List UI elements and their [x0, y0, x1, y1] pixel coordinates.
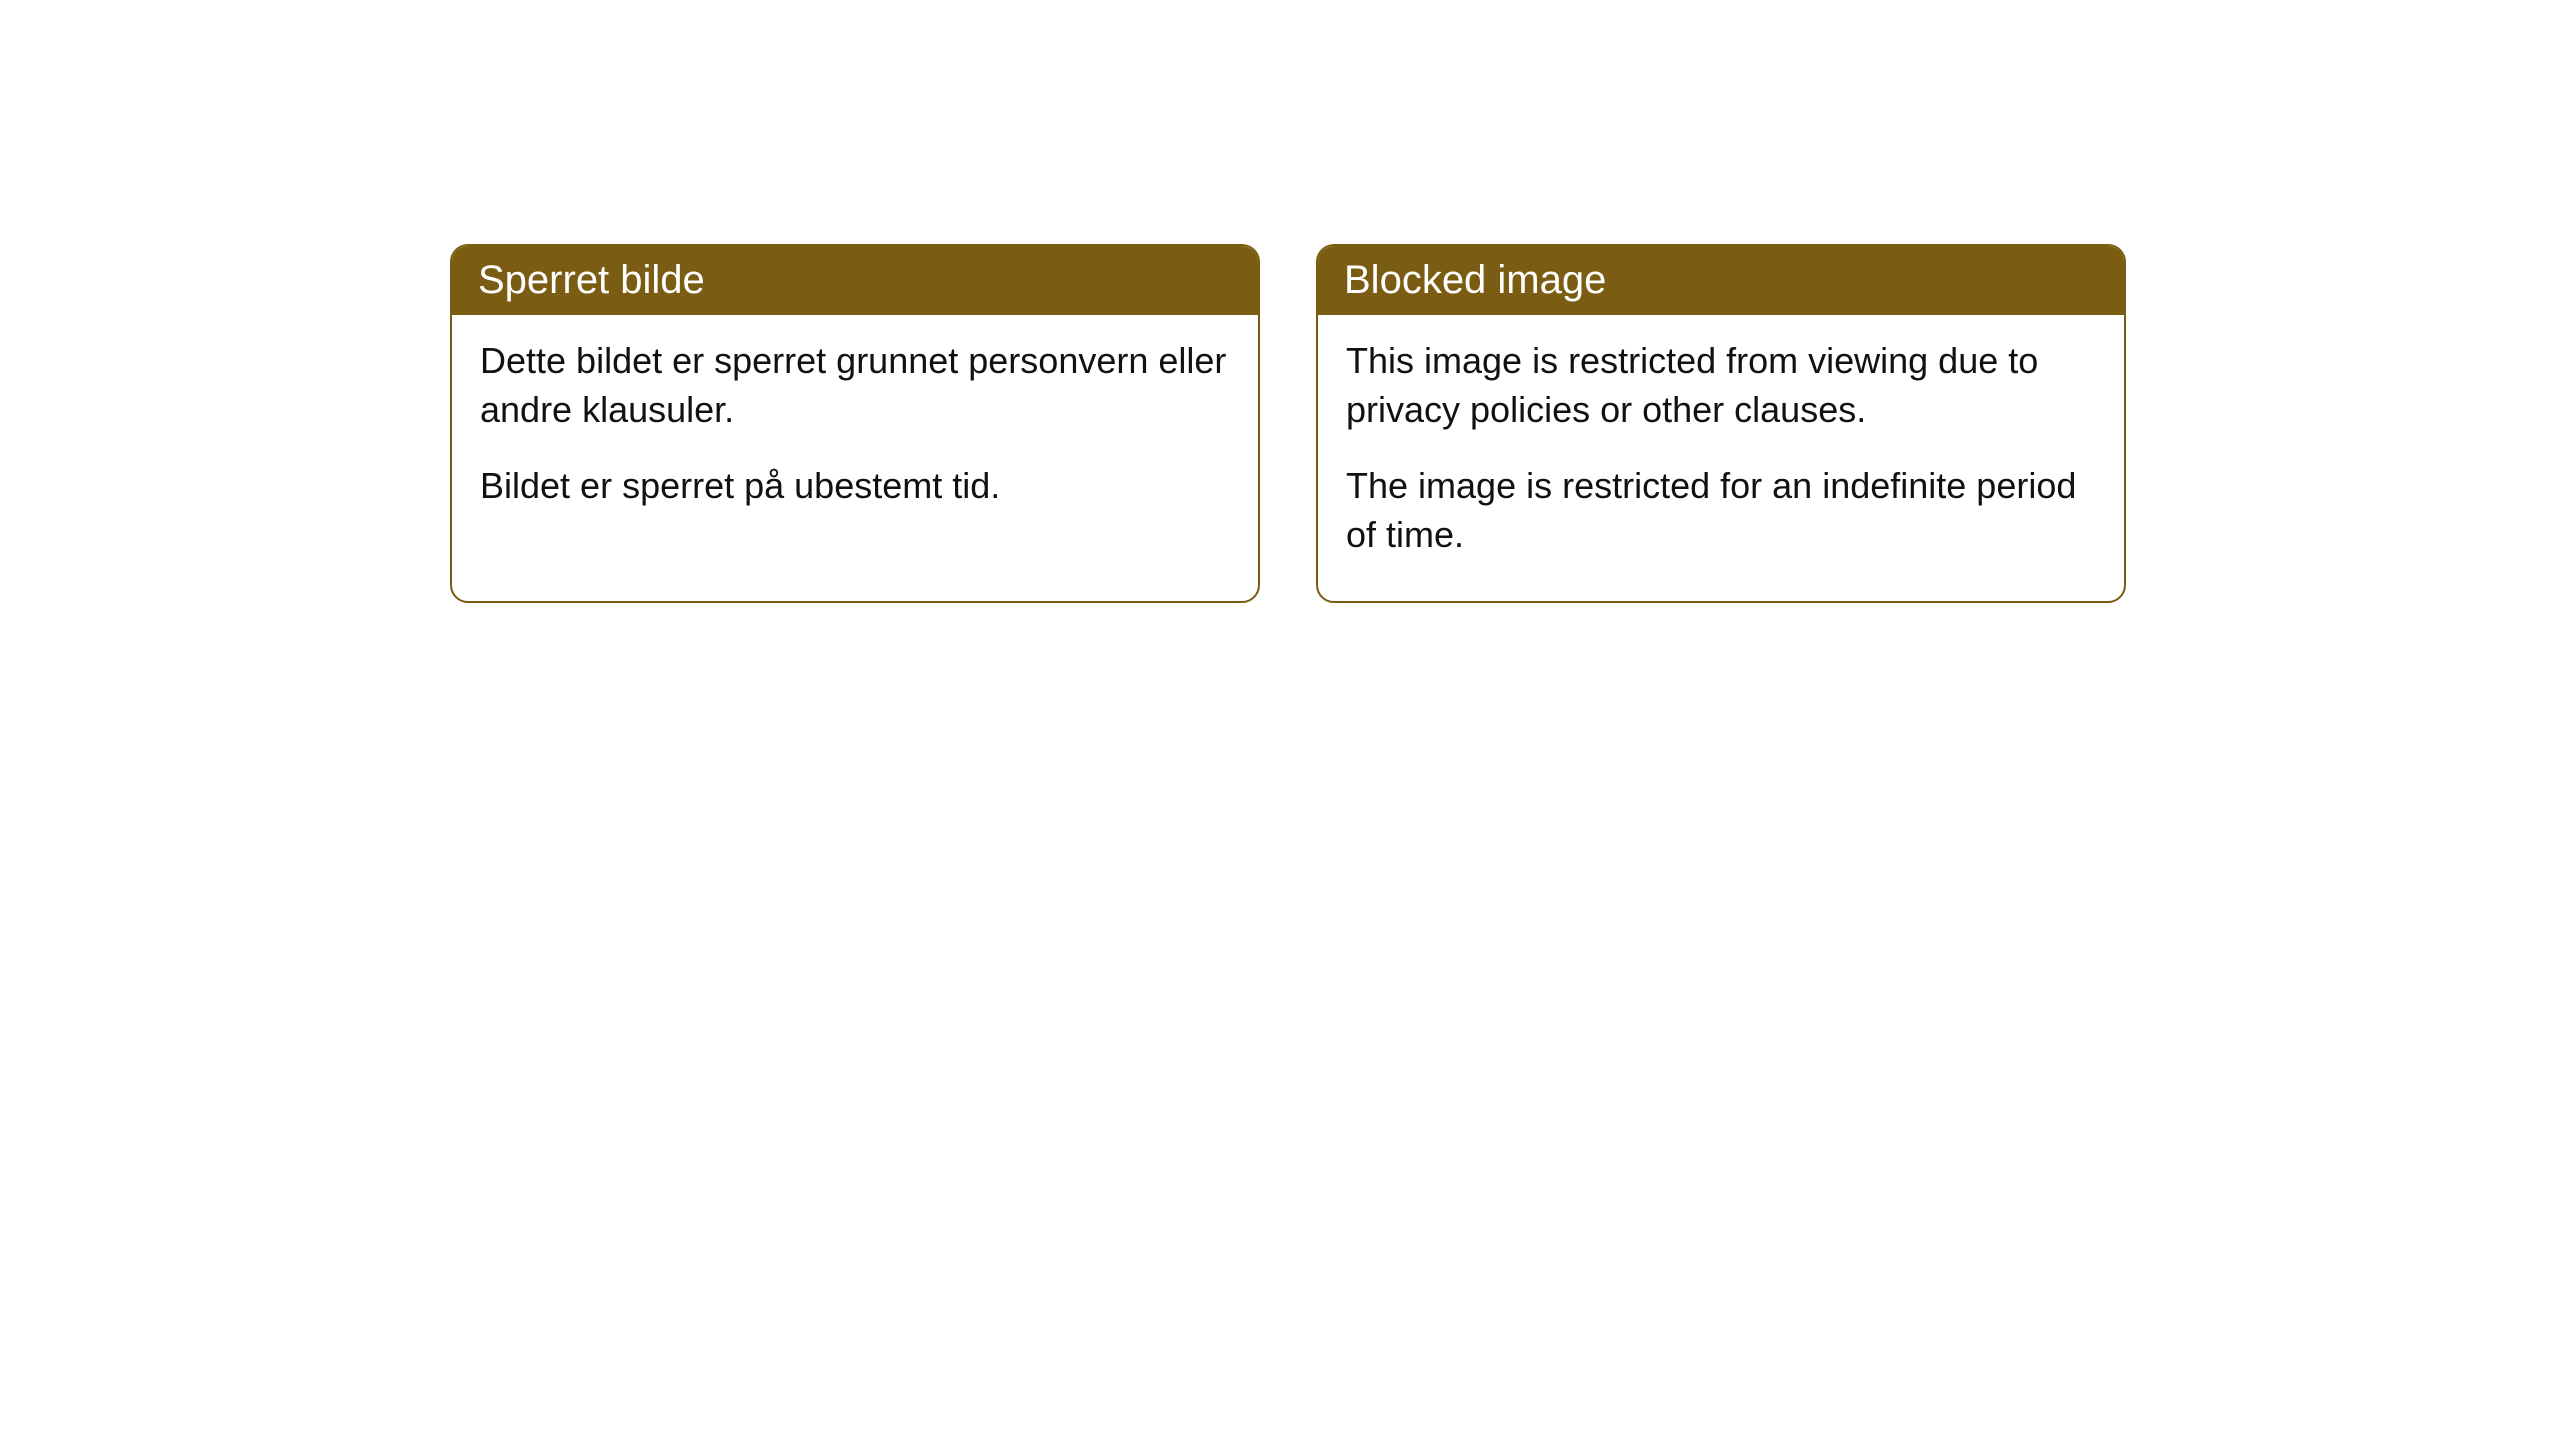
- card-title: Sperret bilde: [478, 258, 705, 302]
- notice-card-english: Blocked image This image is restricted f…: [1316, 244, 2126, 603]
- card-body: This image is restricted from viewing du…: [1318, 315, 2124, 601]
- card-paragraph: Dette bildet er sperret grunnet personve…: [480, 337, 1230, 434]
- card-title: Blocked image: [1344, 258, 1606, 302]
- card-paragraph: The image is restricted for an indefinit…: [1346, 462, 2096, 559]
- card-header: Blocked image: [1318, 246, 2124, 315]
- notice-card-norwegian: Sperret bilde Dette bildet er sperret gr…: [450, 244, 1260, 603]
- card-body: Dette bildet er sperret grunnet personve…: [452, 315, 1258, 553]
- card-header: Sperret bilde: [452, 246, 1258, 315]
- card-paragraph: Bildet er sperret på ubestemt tid.: [480, 462, 1230, 511]
- card-paragraph: This image is restricted from viewing du…: [1346, 337, 2096, 434]
- notice-cards-container: Sperret bilde Dette bildet er sperret gr…: [450, 244, 2126, 603]
